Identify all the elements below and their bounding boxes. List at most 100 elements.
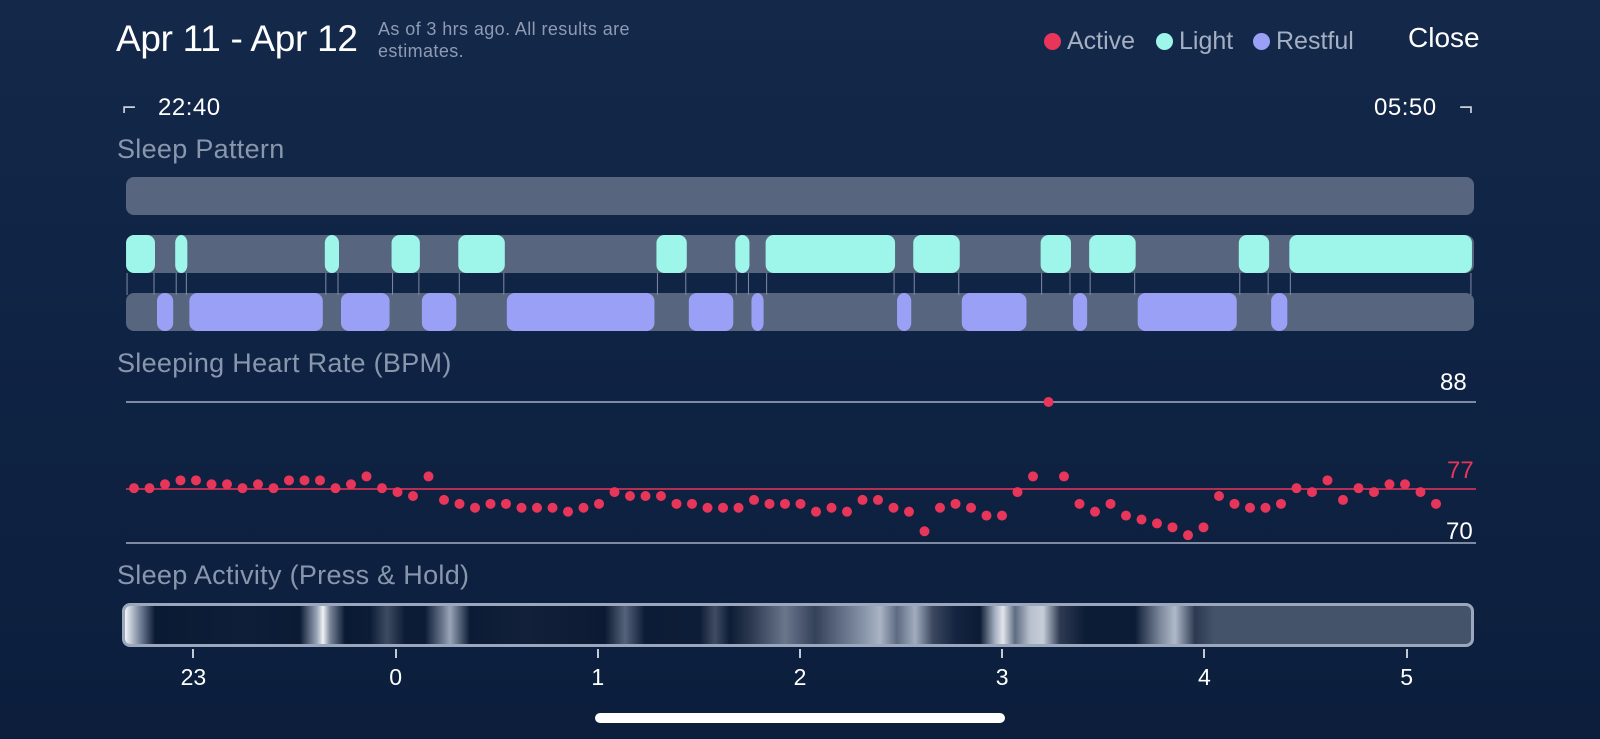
hr-point	[1276, 498, 1286, 509]
restful-segment	[156, 293, 174, 331]
light-segment	[391, 235, 420, 273]
start-time: 22:40	[158, 94, 221, 121]
hr-point	[1028, 471, 1038, 482]
hr-point	[1043, 397, 1054, 407]
legend-restful-label: Restful	[1276, 26, 1354, 55]
hr-point	[1415, 487, 1426, 498]
sleep-activity-label: Sleep Activity (Press & Hold)	[117, 560, 470, 590]
light-segment	[175, 235, 188, 273]
hr-point	[1384, 479, 1395, 490]
sleep-pattern-label: Sleep Pattern	[117, 134, 285, 164]
bracket-left-icon: ⌐	[122, 94, 137, 121]
hr-point	[1012, 487, 1023, 498]
hr-point	[222, 479, 232, 490]
axis-tick	[596, 649, 599, 658]
hr-point	[594, 498, 604, 509]
heart-rate-label: Sleeping Heart Rate (BPM)	[117, 348, 452, 378]
hr-point	[919, 526, 930, 537]
hr-point	[1105, 498, 1116, 509]
hr-point	[625, 491, 635, 501]
hr-point	[1121, 510, 1131, 521]
light-segment	[324, 235, 340, 273]
hr-point	[1090, 506, 1100, 517]
axis-tick	[192, 649, 195, 658]
hr-point	[997, 510, 1007, 521]
hr-point	[733, 502, 744, 513]
hr-point	[408, 491, 418, 501]
light-segment	[656, 235, 687, 273]
hr-point	[1307, 487, 1317, 498]
hr-point	[299, 475, 310, 486]
hr-point	[284, 475, 294, 486]
hr-point	[811, 506, 821, 517]
axis-tick-label: 23	[180, 664, 207, 690]
legend-light: Light	[1156, 26, 1233, 56]
restful-segment	[1271, 293, 1288, 331]
light-segment	[735, 235, 750, 273]
hr-point	[888, 502, 899, 513]
hr-point	[640, 491, 651, 501]
bracket-right-icon: ¬	[1459, 94, 1474, 121]
hr-point	[423, 471, 434, 482]
hr-point	[656, 491, 666, 501]
hr-point	[175, 475, 186, 486]
active-band	[126, 177, 1474, 215]
hr-point	[981, 510, 992, 521]
hr-point	[501, 498, 511, 509]
restful-segment	[688, 293, 734, 331]
heart-rate-chart	[126, 397, 1476, 544]
hr-point	[377, 483, 387, 494]
axis-tick-label: 3	[995, 664, 1009, 690]
hr-point	[609, 487, 620, 498]
hr-point	[966, 502, 976, 513]
hr-point	[1353, 483, 1364, 494]
date-range-title: Apr 11 - Apr 12	[116, 18, 358, 59]
hr-point	[191, 475, 201, 486]
hr-max-label: 88	[1440, 369, 1467, 396]
hr-point	[206, 479, 217, 490]
axis-tick-label: 5	[1400, 664, 1413, 690]
hr-point	[1291, 483, 1302, 494]
light-dot-icon	[1156, 32, 1173, 50]
hr-point	[454, 498, 465, 509]
hr-point	[826, 502, 837, 513]
hr-point	[780, 498, 790, 509]
hr-point	[842, 506, 852, 517]
hr-point	[1322, 475, 1333, 486]
hr-point	[1338, 494, 1348, 505]
hr-avg-label: 77	[1447, 457, 1474, 484]
hr-point	[873, 494, 883, 505]
hr-point	[439, 494, 449, 505]
light-segment	[1289, 235, 1472, 273]
hr-point	[315, 475, 325, 486]
hr-point	[1152, 518, 1162, 529]
hr-point	[764, 498, 775, 509]
hr-point	[268, 483, 279, 494]
restful-segment	[751, 293, 764, 331]
sleep-activity-bar[interactable]	[122, 603, 1474, 647]
estimate-note: As of 3 hrs ago. All results are estimat…	[378, 19, 630, 61]
close-button[interactable]: Close	[1408, 22, 1480, 53]
end-time: 05:50	[1374, 94, 1437, 121]
hr-point	[1183, 530, 1193, 541]
hr-point	[485, 498, 496, 509]
light-segment	[913, 235, 960, 273]
sleep-activity-fill	[125, 606, 1214, 644]
hr-point	[1229, 498, 1240, 509]
hr-point	[1074, 498, 1085, 509]
hr-point	[1059, 471, 1069, 482]
light-segment	[458, 235, 505, 273]
hr-point	[563, 506, 573, 517]
home-indicator[interactable]	[595, 713, 1005, 723]
axis-tick	[1405, 649, 1408, 658]
axis-tick-label: 0	[389, 664, 402, 690]
axis-tick	[799, 649, 801, 658]
axis-tick	[1203, 649, 1206, 658]
hr-point	[253, 479, 263, 490]
hr-point	[160, 479, 170, 490]
restful-segment	[897, 293, 912, 331]
hr-point	[346, 479, 356, 490]
hr-point	[687, 498, 697, 509]
hr-point	[1260, 502, 1271, 513]
hr-point	[935, 502, 945, 513]
